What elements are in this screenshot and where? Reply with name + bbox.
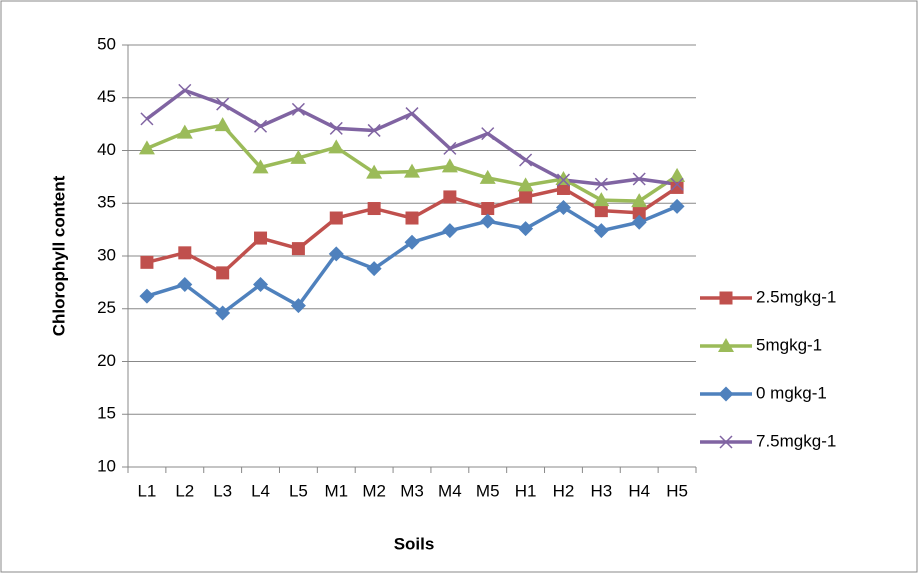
x-tick-label: H4 — [628, 481, 650, 500]
x-tick-label: M4 — [438, 481, 462, 500]
point-marker — [366, 164, 383, 179]
y-tick-label: 10 — [97, 456, 116, 475]
point-marker — [669, 198, 685, 214]
x-tick-label: L3 — [213, 481, 232, 500]
point-marker — [670, 177, 684, 191]
point-marker — [479, 169, 496, 184]
x-axis-title: Soils — [394, 534, 435, 553]
point-marker — [481, 202, 495, 216]
point-marker — [670, 180, 684, 194]
point-marker — [519, 190, 533, 204]
point-marker — [518, 221, 534, 237]
point-marker — [290, 149, 307, 164]
point-marker — [405, 107, 419, 121]
y-axis-title: Chlorophyll content — [49, 175, 68, 336]
x-tick-label: H3 — [590, 481, 612, 500]
y-tick-label: 15 — [97, 404, 116, 423]
point-marker — [254, 119, 268, 133]
y-tick-label: 20 — [97, 351, 116, 370]
point-marker — [480, 213, 496, 229]
point-marker — [404, 234, 420, 250]
point-marker — [519, 153, 533, 167]
point-marker — [632, 172, 646, 186]
point-marker — [178, 246, 192, 260]
x-tick-label: L1 — [137, 481, 156, 500]
x-tick-label: M1 — [324, 481, 348, 500]
x-tick-label: M5 — [476, 481, 500, 500]
legend-marker — [719, 291, 733, 305]
y-tick-label: 40 — [97, 140, 116, 159]
legend-marker — [718, 338, 734, 352]
point-marker — [140, 255, 154, 269]
point-marker — [215, 305, 231, 321]
point-marker — [593, 223, 609, 239]
point-marker — [556, 173, 570, 187]
point-marker — [328, 246, 344, 262]
point-marker — [329, 211, 343, 225]
point-marker — [442, 223, 458, 239]
point-marker — [367, 123, 381, 137]
point-marker — [254, 231, 268, 245]
point-marker — [443, 141, 457, 155]
point-marker — [177, 276, 193, 292]
point-marker — [517, 177, 534, 192]
point-marker — [253, 276, 269, 292]
y-tick-label: 45 — [97, 87, 116, 106]
point-marker — [139, 288, 155, 304]
point-marker — [631, 193, 648, 208]
point-marker — [481, 127, 495, 141]
point-marker — [594, 177, 608, 191]
point-marker — [593, 192, 610, 207]
x-tick-label: M2 — [362, 481, 386, 500]
y-tick-label: 35 — [97, 193, 116, 212]
point-marker — [328, 139, 345, 154]
x-tick-label: L5 — [289, 481, 308, 500]
x-tick-label: M3 — [400, 481, 424, 500]
legend-marker — [718, 386, 734, 402]
x-tick-label: L4 — [251, 481, 270, 500]
point-marker — [138, 140, 155, 155]
point-marker — [329, 121, 343, 135]
point-marker — [555, 170, 572, 185]
y-tick-label: 25 — [97, 298, 116, 317]
point-marker — [290, 298, 306, 314]
legend-label: 5mgkg-1 — [756, 335, 822, 354]
point-marker — [214, 117, 231, 132]
y-tick-label: 30 — [97, 245, 116, 264]
point-marker — [252, 159, 269, 174]
point-marker — [178, 83, 192, 97]
point-marker — [291, 242, 305, 256]
point-marker — [291, 102, 305, 116]
point-marker — [140, 112, 154, 126]
x-tick-label: L2 — [175, 481, 194, 500]
x-tick-label: H1 — [515, 481, 537, 500]
point-marker — [555, 199, 571, 215]
point-marker — [669, 167, 686, 182]
point-marker — [556, 181, 570, 195]
point-marker — [367, 202, 381, 216]
legend-label: 0 mgkg-1 — [756, 383, 827, 402]
point-marker — [216, 266, 230, 280]
point-marker — [366, 261, 382, 277]
point-marker — [632, 206, 646, 220]
legend-label: 2.5mgkg-1 — [756, 287, 836, 306]
x-tick-label: H5 — [666, 481, 688, 500]
point-marker — [176, 124, 193, 139]
legend-marker — [719, 435, 733, 449]
x-tick-label: H2 — [553, 481, 575, 500]
point-marker — [216, 97, 230, 111]
legend-label: 7.5mgkg-1 — [756, 431, 836, 450]
point-marker — [405, 211, 419, 225]
point-marker — [631, 214, 647, 230]
y-tick-label: 50 — [97, 34, 116, 53]
point-marker — [443, 190, 457, 204]
point-marker — [404, 163, 420, 178]
point-marker — [594, 204, 608, 218]
point-marker — [441, 158, 458, 173]
